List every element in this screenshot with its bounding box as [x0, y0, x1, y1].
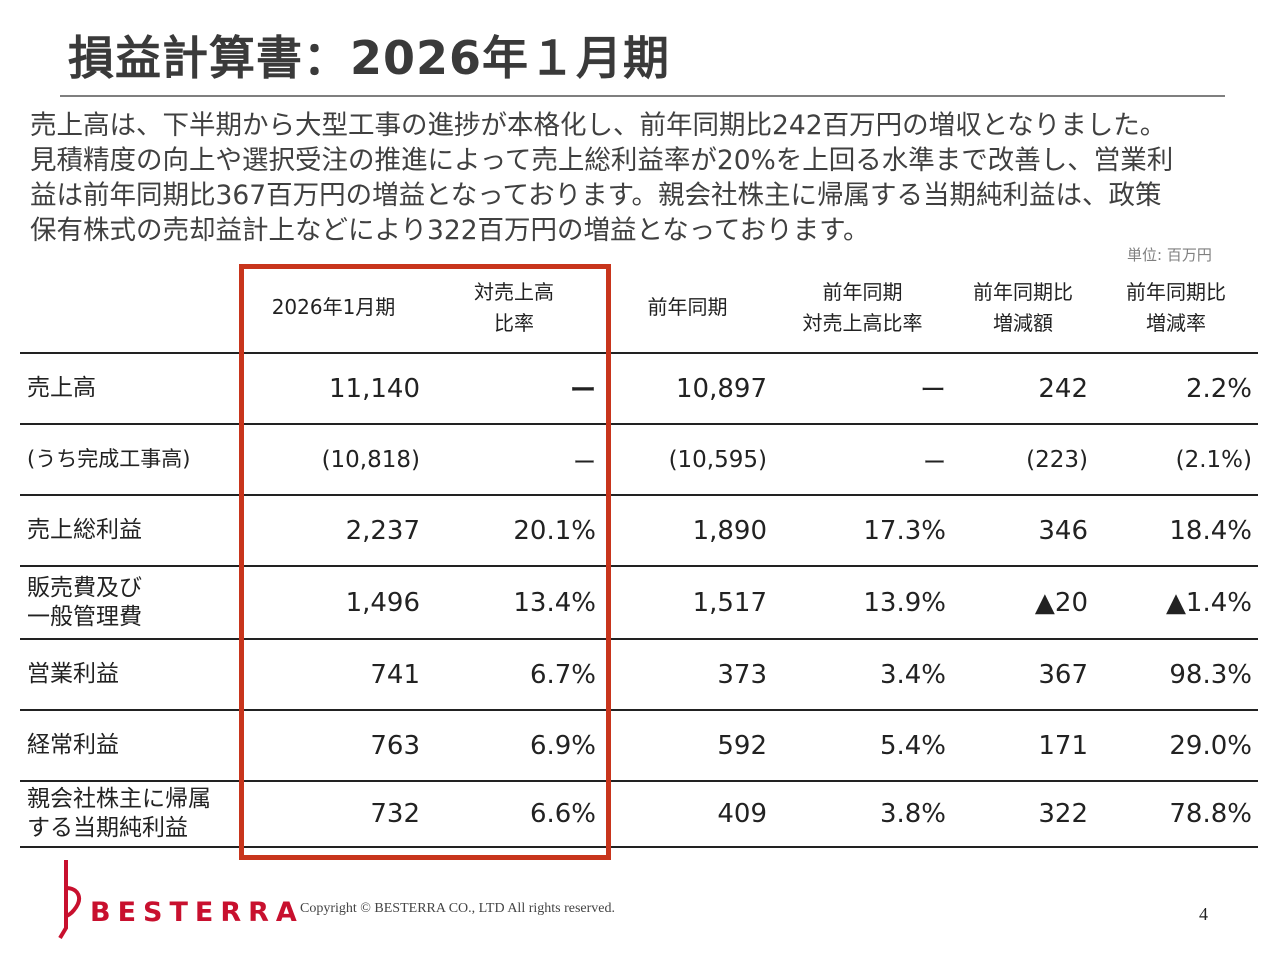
summary-line: 保有株式の売却益計上などにより322百万円の増益となっております。	[30, 215, 870, 246]
cell-change-rate: ▲1.4%	[1094, 565, 1258, 639]
summary-text: 売上高は、下半期から大型工事の進捗が本格化し、前年同期比242百万円の増収となり…	[30, 108, 1250, 248]
header-change-rate: 前年同期比 増減率	[1126, 279, 1226, 335]
cell-change-rate: 2.2%	[1094, 352, 1258, 424]
cell-current-ratio: ー	[426, 423, 602, 495]
table-row: 営業利益 741 6.7% 373 3.4% 367 98.3%	[20, 638, 1258, 710]
row-label: 親会社株主に帰属 する当期純利益	[20, 780, 241, 848]
unit-label: 単位: 百万円	[1127, 246, 1212, 264]
page-number: 4	[1199, 904, 1208, 924]
cell-current-ratio: 20.1%	[426, 494, 602, 566]
cell-current: 1,496	[241, 565, 426, 639]
cell-prior-ratio: ー	[773, 423, 952, 495]
cell-current-ratio: ー	[426, 352, 602, 424]
cell-prior: 1,890	[602, 494, 773, 566]
cell-change-amount: 367	[952, 638, 1094, 710]
cell-change-amount: (223)	[952, 423, 1094, 495]
cell-change-amount: 242	[952, 352, 1094, 424]
cell-change-amount: 322	[952, 780, 1094, 848]
cell-current-ratio: 6.9%	[426, 709, 602, 781]
highlight-box	[239, 264, 611, 860]
row-label: 売上総利益	[20, 494, 241, 566]
title-rule	[60, 95, 1225, 97]
cell-current: (10,818)	[241, 423, 426, 495]
table-row: (うち完成工事高) (10,818) ー (10,595) ー (223) (2…	[20, 423, 1258, 495]
cell-current: 2,237	[241, 494, 426, 566]
summary-line: 売上高は、下半期から大型工事の進捗が本格化し、前年同期比242百万円の増収となり…	[30, 110, 1167, 141]
header-current-ratio: 対売上高 比率	[474, 279, 554, 335]
copyright: Copyright © BESTERRA CO., LTD All rights…	[300, 901, 616, 916]
header-change-amount: 前年同期比 増減額	[973, 279, 1073, 335]
cell-current: 763	[241, 709, 426, 781]
table-row: 親会社株主に帰属 する当期純利益 732 6.6% 409 3.8% 322 78…	[20, 780, 1258, 848]
cell-change-amount: 346	[952, 494, 1094, 566]
header-empty	[20, 263, 241, 353]
cell-prior-ratio: 13.9%	[773, 565, 952, 639]
cell-current-ratio: 13.4%	[426, 565, 602, 639]
cell-prior-ratio: 3.4%	[773, 638, 952, 710]
cell-prior: 373	[602, 638, 773, 710]
row-label: 経常利益	[20, 709, 241, 781]
cell-current-ratio: 6.6%	[426, 780, 602, 848]
header-prior-ratio: 前年同期 対売上高比率	[802, 279, 923, 335]
cell-current: 741	[241, 638, 426, 710]
cell-change-amount: ▲20	[952, 565, 1094, 639]
row-label: 営業利益	[20, 638, 241, 710]
row-label: (うち完成工事高)	[20, 423, 241, 495]
table-row: 販売費及び 一般管理費 1,496 13.4% 1,517 13.9% ▲20 ▲…	[20, 565, 1258, 639]
cell-change-rate: 78.8%	[1094, 780, 1258, 848]
summary-line: 益は前年同期比367百万円の増益となっております。親会社株主に帰属する当期純利益…	[30, 180, 1162, 211]
cell-prior-ratio: 17.3%	[773, 494, 952, 566]
cell-prior-ratio: 5.4%	[773, 709, 952, 781]
row-label: 売上高	[20, 352, 241, 424]
income-statement-table: 2026年1月期 対売上高 比率 前年同期 前年同期 対売上高比率 前年同期比 増減額…	[20, 263, 1258, 848]
page-title: 損益計算書：2026年１月期	[68, 31, 671, 85]
cell-prior: 409	[602, 780, 773, 848]
table-row: 売上高 11,140 ー 10,897 ー 242 2.2%	[20, 352, 1258, 424]
cell-change-rate: 98.3%	[1094, 638, 1258, 710]
header-current-period: 2026年1月期	[271, 295, 396, 319]
cell-current: 11,140	[241, 352, 426, 424]
logo-text: BESTERRA	[90, 897, 304, 928]
besterra-logo-icon	[58, 860, 82, 940]
cell-change-amount: 171	[952, 709, 1094, 781]
cell-current: 732	[241, 780, 426, 848]
row-label: 販売費及び 一般管理費	[20, 565, 241, 639]
cell-prior-ratio: ー	[773, 352, 952, 424]
cell-prior-ratio: 3.8%	[773, 780, 952, 848]
table-row: 経常利益 763 6.9% 592 5.4% 171 29.0%	[20, 709, 1258, 781]
cell-prior: (10,595)	[602, 423, 773, 495]
cell-change-rate: 29.0%	[1094, 709, 1258, 781]
cell-prior: 10,897	[602, 352, 773, 424]
summary-line: 見積精度の向上や選択受注の推進によって売上総利益率が20%を上回る水準まで改善し…	[30, 145, 1174, 176]
cell-prior: 1,517	[602, 565, 773, 639]
table-header-row: 2026年1月期 対売上高 比率 前年同期 前年同期 対売上高比率 前年同期比 増減額…	[20, 263, 1258, 353]
table-row: 売上総利益 2,237 20.1% 1,890 17.3% 346 18.4%	[20, 494, 1258, 566]
cell-prior: 592	[602, 709, 773, 781]
cell-change-rate: (2.1%)	[1094, 423, 1258, 495]
cell-change-rate: 18.4%	[1094, 494, 1258, 566]
header-prior-period: 前年同期	[647, 295, 728, 319]
cell-current-ratio: 6.7%	[426, 638, 602, 710]
